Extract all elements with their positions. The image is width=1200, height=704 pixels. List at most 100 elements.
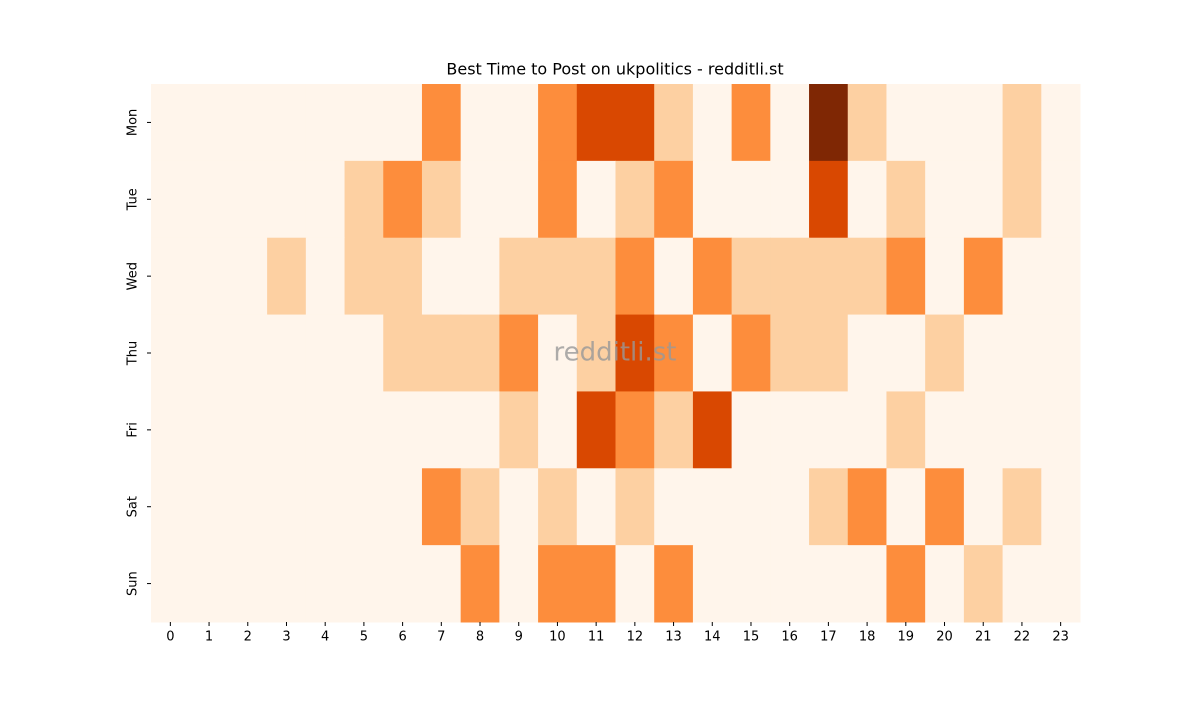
heat-cell: [809, 314, 849, 392]
heat-cell: [886, 545, 926, 623]
y-tick-label: Wed: [126, 262, 141, 290]
heat-cell: [692, 545, 733, 623]
heat-cell: [847, 237, 887, 316]
y-tick-label: Mon: [126, 109, 141, 136]
heat-cell: [1041, 545, 1081, 623]
heat-cell: [460, 314, 500, 392]
heat-cell: [151, 468, 191, 546]
x-tick-label: 21: [975, 630, 992, 645]
x-tick-label: 13: [665, 630, 682, 645]
heat-cell: [460, 84, 500, 162]
heat-cell: [383, 237, 423, 316]
heat-cell: [228, 314, 268, 392]
heat-cell: [692, 160, 733, 239]
x-tick-label: 14: [704, 630, 721, 645]
heat-cell: [731, 314, 771, 392]
heat-cell: [654, 160, 694, 239]
heat-cell: [886, 160, 926, 239]
x-tick-label: 8: [476, 630, 484, 645]
heat-cell: [421, 391, 462, 469]
heat-cell: [1041, 391, 1081, 469]
heat-cell: [963, 391, 1004, 469]
heat-cell: [963, 545, 1004, 623]
heat-cell: [770, 160, 810, 239]
heat-cell: [1002, 160, 1042, 239]
heat-cell: [809, 545, 849, 623]
heat-cell: [189, 545, 229, 623]
heat-cell: [383, 160, 423, 239]
heat-cell: [847, 468, 887, 546]
heat-cell: [847, 545, 887, 623]
heat-cell: [267, 84, 307, 162]
x-tick-label: 10: [549, 630, 566, 645]
heat-cell: [1041, 237, 1081, 316]
watermark: redditli.st: [554, 338, 677, 368]
heat-cell: [925, 237, 965, 316]
heat-cell: [1041, 160, 1081, 239]
x-tick-label: 15: [743, 630, 760, 645]
heat-cell: [151, 84, 191, 162]
heat-cell: [731, 391, 771, 469]
x-tick-label: 22: [1014, 630, 1031, 645]
heat-cell: [692, 391, 733, 469]
heat-cell: [615, 545, 655, 623]
heat-cell: [228, 237, 268, 316]
heat-cell: [267, 468, 307, 546]
heat-cell: [925, 314, 965, 392]
heat-cell: [499, 468, 539, 546]
heat-cell: [925, 391, 965, 469]
heat-cell: [731, 545, 771, 623]
x-tick-label: 7: [437, 630, 445, 645]
x-tick-label: 19: [898, 630, 915, 645]
heat-cell: [151, 237, 191, 316]
heat-cell: [963, 84, 1004, 162]
heat-cell: [499, 160, 539, 239]
heat-cell: [499, 545, 539, 623]
heat-cell: [383, 314, 423, 392]
heat-cell: [692, 468, 733, 546]
heat-cell: [963, 160, 1004, 239]
heat-cell: [809, 468, 849, 546]
heat-cell: [692, 84, 733, 162]
heat-cell: [576, 468, 616, 546]
heat-cell: [189, 84, 229, 162]
heat-cell: [499, 391, 539, 469]
heat-cell: [886, 237, 926, 316]
heat-cell: [692, 314, 733, 392]
heat-cell: [460, 468, 500, 546]
heat-cell: [654, 545, 694, 623]
heat-cell: [886, 314, 926, 392]
chart-title: Best Time to Post on ukpolitics - reddit…: [446, 60, 783, 79]
heat-cell: [189, 160, 229, 239]
heat-cell: [305, 237, 346, 316]
heat-cell: [344, 160, 384, 239]
heat-cell: [538, 391, 578, 469]
heat-cell: [267, 391, 307, 469]
x-tick-label: 17: [820, 630, 837, 645]
heat-cell: [731, 237, 771, 316]
heat-cell: [267, 314, 307, 392]
heat-cell: [692, 237, 733, 316]
heat-cell: [886, 84, 926, 162]
heat-cell: [770, 84, 810, 162]
heat-cell: [770, 314, 810, 392]
y-tick-label: Sat: [126, 496, 141, 517]
x-tick-label: 6: [398, 630, 406, 645]
heat-cell: [267, 160, 307, 239]
heat-cell: [344, 545, 384, 623]
heat-cell: [189, 391, 229, 469]
heat-cell: [1041, 468, 1081, 546]
heat-cell: [576, 237, 616, 316]
heat-cell: [460, 160, 500, 239]
heat-cell: [1002, 237, 1042, 316]
heat-cell: [228, 468, 268, 546]
heat-cell: [305, 545, 346, 623]
heat-cell: [538, 314, 578, 392]
heat-cell: [615, 468, 655, 546]
heat-cell: [770, 237, 810, 316]
heat-cell: [460, 237, 500, 316]
heat-cell: [460, 545, 500, 623]
heat-cell: [770, 468, 810, 546]
heat-cell: [770, 545, 810, 623]
